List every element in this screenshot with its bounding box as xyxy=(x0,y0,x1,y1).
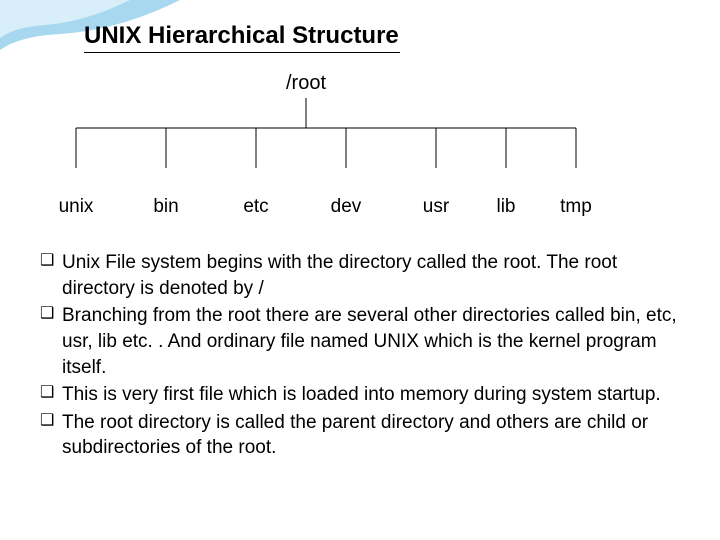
tree-leaf-unix: unix xyxy=(41,196,111,218)
tree-leaf-etc: etc xyxy=(221,196,291,218)
bullet-text: The root directory is called the parent … xyxy=(62,410,680,461)
bullet-item: ❑Unix File system begins with the direct… xyxy=(40,250,680,301)
tree-root-label: /root xyxy=(276,72,336,95)
tree-leaf-bin: bin xyxy=(131,196,201,218)
bullet-item: ❑Branching from the root there are sever… xyxy=(40,303,680,380)
bullet-marker-icon: ❑ xyxy=(40,250,62,272)
tree-leaf-usr: usr xyxy=(401,196,471,218)
bullet-marker-icon: ❑ xyxy=(40,303,62,325)
bullet-marker-icon: ❑ xyxy=(40,382,62,404)
bullet-text: Branching from the root there are severa… xyxy=(62,303,680,380)
bullet-item: ❑The root directory is called the parent… xyxy=(40,410,680,461)
bullet-text: This is very first file which is loaded … xyxy=(62,382,680,408)
bullet-list: ❑Unix File system begins with the direct… xyxy=(40,250,680,463)
tree-leaf-dev: dev xyxy=(311,196,381,218)
page-title: UNIX Hierarchical Structure xyxy=(84,22,399,50)
title-underline xyxy=(84,52,400,53)
bullet-marker-icon: ❑ xyxy=(40,410,62,432)
tree-leaf-lib: lib xyxy=(471,196,541,218)
bullet-text: Unix File system begins with the directo… xyxy=(62,250,680,301)
bullet-item: ❑This is very first file which is loaded… xyxy=(40,382,680,408)
tree-leaf-tmp: tmp xyxy=(541,196,611,218)
